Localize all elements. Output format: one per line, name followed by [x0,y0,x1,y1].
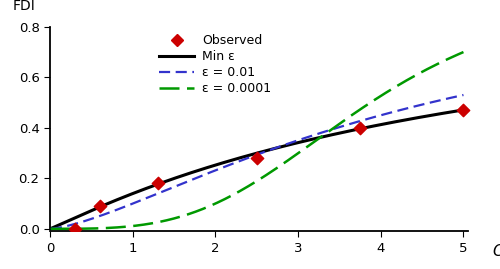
Point [71,227,79,231]
Point [460,108,468,112]
Point [96,204,104,208]
X-axis label: C: C [492,244,500,259]
Point [154,181,162,185]
Point [252,156,260,160]
Legend: Observed, Min ε, ε = 0.01, ε = 0.0001: Observed, Min ε, ε = 0.01, ε = 0.0001 [160,34,271,95]
Y-axis label: FDI: FDI [13,0,36,13]
Point [356,126,364,130]
